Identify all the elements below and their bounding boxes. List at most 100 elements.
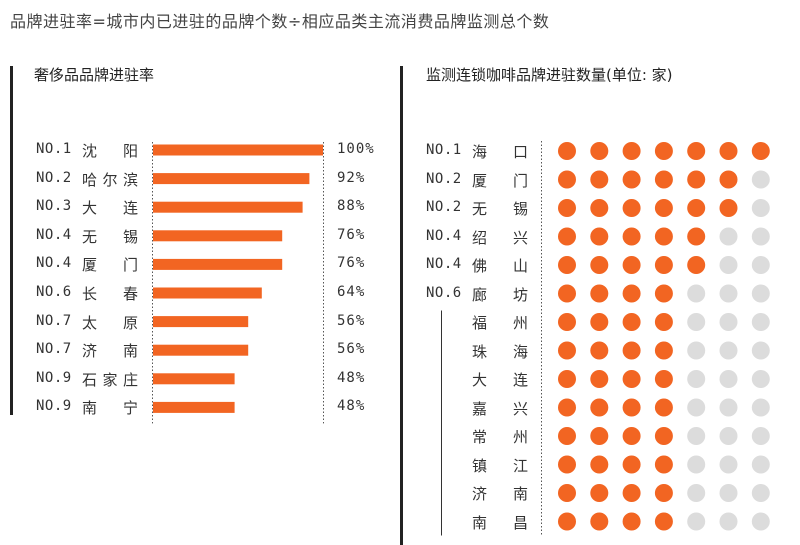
dot-filled bbox=[654, 199, 673, 217]
dot-filled bbox=[558, 227, 576, 246]
dot-filled bbox=[590, 398, 609, 417]
dot-empty bbox=[719, 284, 738, 303]
dot-filled bbox=[654, 398, 673, 417]
dot-city-label: 绍兴 bbox=[472, 228, 528, 247]
dot-empty bbox=[751, 199, 770, 217]
dot-filled bbox=[622, 199, 641, 217]
bar-rank-label: NO.1 bbox=[36, 141, 72, 157]
dot-empty bbox=[687, 370, 706, 388]
dot-city-label: 廊坊 bbox=[472, 285, 528, 304]
dot-filled bbox=[622, 227, 641, 246]
bar-city-label: 南宁 bbox=[82, 399, 138, 418]
bar-4 bbox=[153, 230, 283, 242]
dot-filled bbox=[590, 455, 609, 474]
dot-empty bbox=[687, 341, 706, 360]
bar-value-label: 56% bbox=[337, 341, 366, 358]
bar-city-label: 济南 bbox=[82, 342, 138, 361]
bar-value-label: 76% bbox=[337, 255, 366, 272]
bar-rank-label: NO.7 bbox=[36, 312, 72, 329]
dot-city-label: 珠海 bbox=[472, 342, 528, 361]
left-panel-title: 奢侈品品牌进驻率 bbox=[34, 66, 155, 84]
dot-empty bbox=[719, 512, 738, 531]
dot-empty bbox=[719, 341, 738, 360]
dot-filled bbox=[654, 512, 673, 531]
dot-city-label: 嘉兴 bbox=[472, 399, 528, 418]
dot-filled bbox=[622, 370, 641, 388]
bar-city-label: 长春 bbox=[82, 285, 138, 303]
dot-filled bbox=[590, 484, 609, 502]
bar-value-label: 100% bbox=[337, 141, 375, 157]
dot-filled bbox=[558, 284, 576, 303]
bar-2 bbox=[153, 173, 310, 185]
bar-value-label: 88% bbox=[337, 198, 366, 215]
dot-filled bbox=[654, 427, 673, 445]
dot-empty bbox=[751, 512, 770, 531]
bar-value-label: 56% bbox=[337, 312, 366, 329]
dot-empty bbox=[751, 370, 770, 388]
dot-filled bbox=[654, 313, 673, 331]
dot-city-label: 福州 bbox=[472, 314, 528, 332]
bar-10 bbox=[153, 401, 235, 413]
dot-filled bbox=[622, 341, 641, 360]
dot-filled bbox=[654, 142, 673, 160]
bar-city-label: 沈阳 bbox=[82, 142, 138, 160]
bar-city-label: 太原 bbox=[82, 313, 138, 332]
dot-empty bbox=[751, 313, 770, 331]
dot-empty bbox=[719, 484, 738, 502]
bar-value-label: 48% bbox=[337, 369, 366, 386]
dot-city-label: 南昌 bbox=[472, 513, 528, 532]
dot-filled bbox=[622, 484, 641, 502]
dot-empty bbox=[751, 455, 770, 474]
dot-filled bbox=[590, 170, 609, 189]
dot-empty bbox=[751, 341, 770, 360]
bar-rank-label: NO.9 bbox=[36, 398, 72, 415]
dot-city-label: 厦门 bbox=[472, 171, 528, 190]
dot-filled bbox=[719, 170, 738, 189]
dot-filled bbox=[654, 455, 673, 474]
dot-empty bbox=[719, 256, 738, 274]
dot-empty bbox=[687, 427, 706, 445]
dot-city-label: 大连 bbox=[472, 371, 528, 389]
bar-city-label: 石家庄 bbox=[82, 370, 138, 389]
dot-filled bbox=[622, 512, 641, 531]
dot-filled bbox=[590, 142, 609, 160]
dot-filled bbox=[558, 142, 576, 160]
dot-filled bbox=[622, 170, 641, 189]
bar-3 bbox=[153, 201, 303, 213]
dot-filled bbox=[622, 398, 641, 417]
header-formula: 品牌进驻率=城市内已进驻的品牌个数÷相应品类主流消费品牌监测总个数 bbox=[10, 12, 550, 31]
dot-city-label: 济南 bbox=[472, 485, 528, 503]
dot-empty bbox=[719, 370, 738, 388]
bar-value-label: 92% bbox=[337, 169, 366, 186]
bar-value-label: 76% bbox=[337, 226, 366, 243]
dot-empty bbox=[687, 512, 706, 531]
dot-filled bbox=[654, 484, 673, 502]
dot-filled bbox=[751, 142, 770, 160]
dot-empty bbox=[751, 227, 770, 246]
dot-filled bbox=[558, 256, 576, 274]
bar-rank-label: NO.7 bbox=[36, 341, 72, 358]
bar-value-label: 64% bbox=[337, 284, 366, 300]
dot-rank-label: NO.4 bbox=[426, 227, 462, 244]
dot-empty bbox=[751, 170, 770, 189]
dot-rank-label: NO.6 bbox=[426, 284, 462, 301]
dot-empty bbox=[751, 427, 770, 445]
dot-empty bbox=[687, 284, 706, 303]
bar-5 bbox=[153, 258, 283, 270]
dot-empty bbox=[687, 398, 706, 417]
dot-filled bbox=[558, 427, 576, 445]
dot-city-label: 海口 bbox=[472, 143, 528, 161]
dot-filled bbox=[590, 370, 609, 388]
dot-city-label: 镇江 bbox=[472, 456, 528, 475]
dot-filled bbox=[590, 199, 609, 217]
dot-filled bbox=[622, 142, 641, 160]
dot-rank-label: NO.2 bbox=[426, 199, 462, 215]
dot-filled bbox=[590, 341, 609, 360]
dot-filled bbox=[687, 256, 706, 274]
dot-empty bbox=[687, 455, 706, 474]
dot-rank-label: NO.1 bbox=[426, 142, 462, 158]
dot-empty bbox=[687, 313, 706, 331]
dot-empty bbox=[751, 256, 770, 274]
dot-empty bbox=[719, 227, 738, 246]
